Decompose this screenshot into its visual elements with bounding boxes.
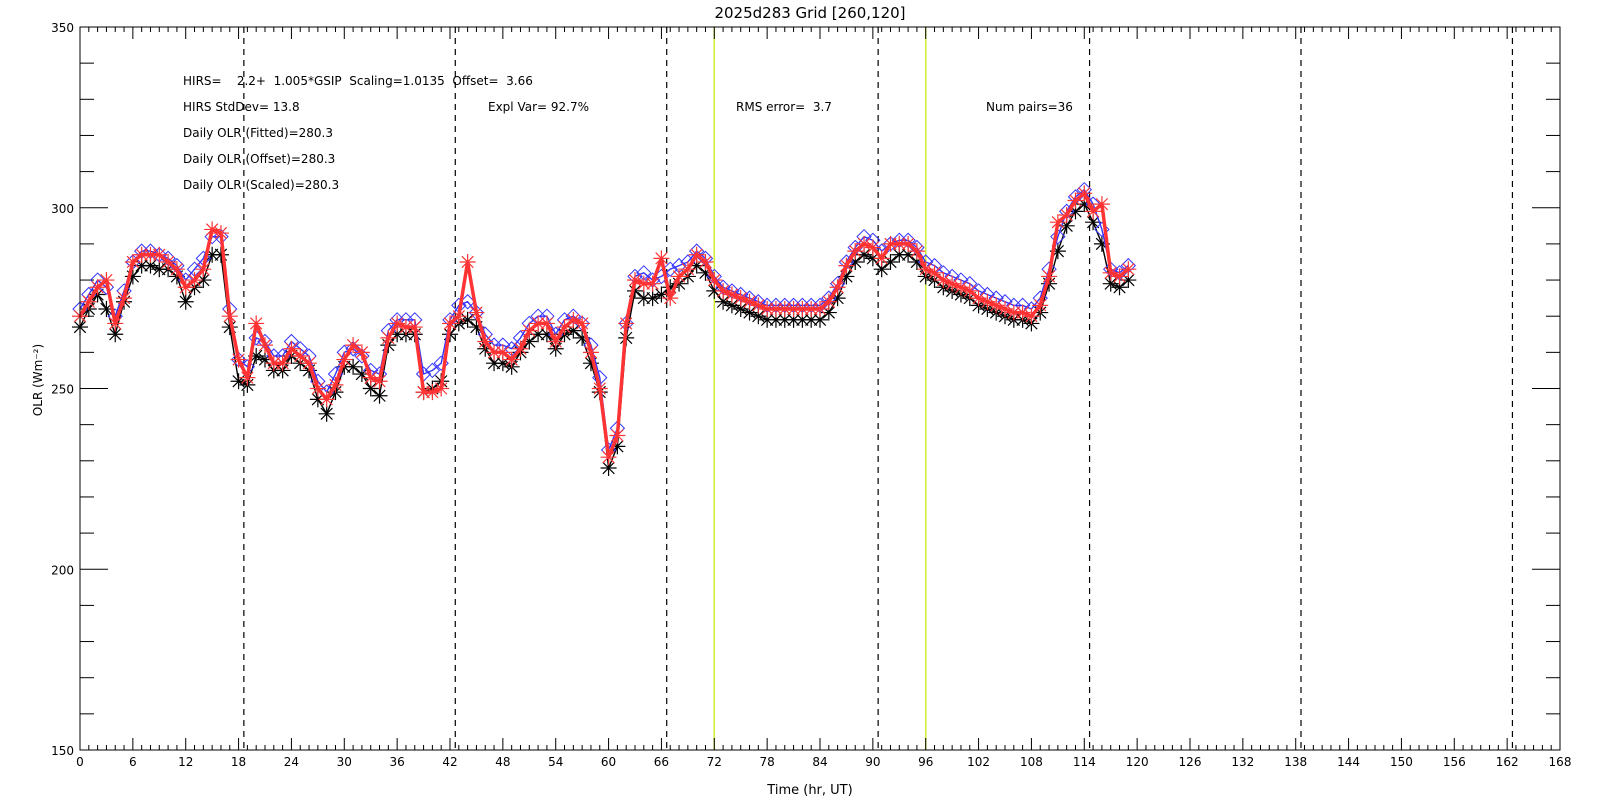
data-point-asterisk	[371, 387, 388, 404]
x-tick-label: 6	[129, 755, 137, 769]
annotation-rms-error: RMS error= 3.7	[736, 100, 832, 114]
x-tick-label: 24	[284, 755, 299, 769]
y-axis-label: OLR (Wm⁻²)	[31, 344, 45, 416]
annotation-daily-olr-offset: Daily OLR (Offset)=280.3	[183, 152, 335, 166]
annotation-stddev: HIRS StdDev= 13.8	[183, 100, 300, 114]
x-tick-label: 156	[1443, 755, 1466, 769]
x-tick-label: 114	[1073, 755, 1096, 769]
y-tick-label: 200	[51, 563, 74, 577]
x-tick-label: 150	[1390, 755, 1413, 769]
data-point-diamond	[662, 261, 678, 277]
x-tick-label: 72	[707, 755, 722, 769]
data-point-asterisk	[785, 311, 802, 328]
x-axis-label: Time (hr, UT)	[766, 783, 852, 798]
x-tick-label: 0	[76, 755, 84, 769]
data-point-asterisk	[812, 311, 828, 328]
data-point-asterisk	[873, 261, 890, 278]
plot-frame	[79, 26, 1561, 751]
x-tick-label: 42	[442, 755, 457, 769]
x-tick-label: 60	[601, 755, 616, 769]
y-tick-label: 300	[51, 202, 74, 216]
y-tick-label: 350	[51, 21, 74, 35]
annotation-expl-var: Expl Var= 92.7%	[488, 100, 589, 114]
y-tick-label: 250	[51, 383, 74, 397]
x-tick-label: 108	[1020, 755, 1043, 769]
data-point-diamond	[354, 348, 370, 364]
x-tick-label: 96	[918, 755, 933, 769]
x-tick-label: 54	[548, 755, 563, 769]
x-tick-label: 132	[1231, 755, 1254, 769]
data-point-asterisk	[177, 293, 194, 310]
x-tick-label: 102	[967, 755, 990, 769]
x-tick-label: 36	[390, 755, 405, 769]
x-tick-label: 120	[1126, 755, 1149, 769]
annotation-num-pairs: Num pairs=36	[986, 100, 1073, 114]
x-tick-label: 126	[1179, 755, 1202, 769]
x-tick-label: 84	[812, 755, 827, 769]
annotation-daily-olr-scaled: Daily OLR (Scaled)=280.3	[183, 178, 339, 192]
data-point-diamond	[1050, 228, 1066, 245]
chart-title: 2025d283 Grid [260,120]	[714, 4, 905, 22]
data-point-diamond	[345, 341, 361, 357]
series-line-asterisk-2	[78, 191, 1130, 459]
x-tick-label: 78	[760, 755, 775, 769]
data-point-asterisk	[345, 358, 362, 375]
data-point-diamond	[424, 362, 441, 379]
data-point-asterisk	[318, 405, 335, 422]
annotation-daily-olr-fitted: Daily OLR (Fitted)=280.3	[183, 126, 333, 140]
x-tick-label: 66	[654, 755, 669, 769]
annotation-fit-equation: HIRS= 2.2+ 1.005*GSIP Scaling=1.0135 Off…	[183, 74, 533, 88]
x-tick-label: 162	[1496, 755, 1519, 769]
x-tick-label: 30	[337, 755, 352, 769]
x-tick-label: 144	[1337, 755, 1360, 769]
data-point-asterisk	[362, 380, 379, 397]
x-tick-label: 138	[1284, 755, 1307, 769]
x-tick-label: 90	[865, 755, 880, 769]
fit-annotations: HIRS= 2.2+ 1.005*GSIP Scaling=1.0135 Off…	[183, 74, 1073, 192]
x-tick-label: 168	[1549, 755, 1572, 769]
x-tick-label: 48	[495, 755, 510, 769]
x-tick-label: 12	[178, 755, 193, 769]
x-tick-label: 18	[231, 755, 246, 769]
y-tick-label: 150	[51, 744, 74, 758]
